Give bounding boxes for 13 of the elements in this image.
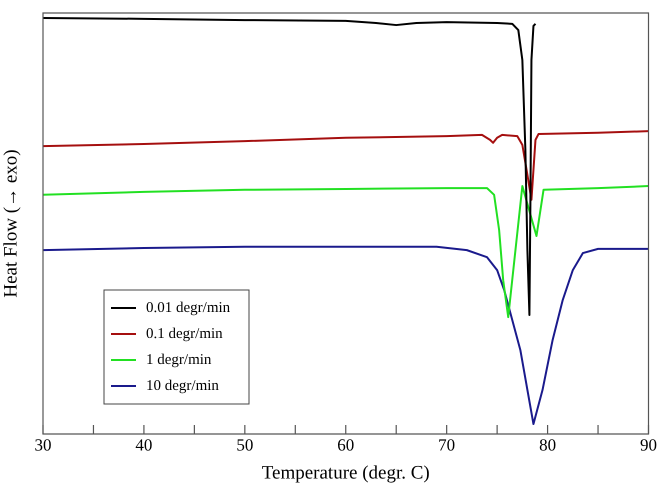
x-tick-label: 70 xyxy=(438,436,456,455)
legend-label: 10 degr/min xyxy=(146,378,220,394)
x-axis-title: Temperature (degr. C) xyxy=(262,462,430,484)
x-tick-label: 50 xyxy=(236,436,254,455)
x-tick-label: 30 xyxy=(34,436,52,455)
legend-label: 0.1 degr/min xyxy=(146,326,224,342)
legend-label: 0.01 degr/min xyxy=(146,300,231,316)
x-tick-label: 40 xyxy=(135,436,152,455)
legend-label: 1 degr/min xyxy=(146,352,212,368)
x-tick-label: 60 xyxy=(337,436,354,455)
y-axis-title: Heat Flow (→ exo) xyxy=(0,149,22,298)
x-tick-label: 90 xyxy=(640,436,657,455)
x-tick-label: 80 xyxy=(539,436,556,455)
